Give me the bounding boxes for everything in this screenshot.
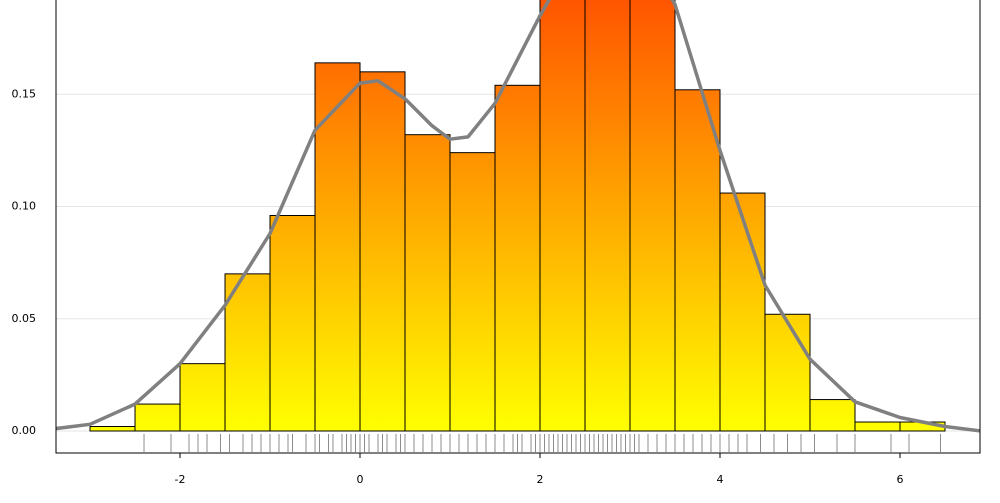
bar [494,84,541,432]
bar [809,399,856,432]
bar [674,89,721,432]
x-tick-label: 6 [896,473,903,486]
bar [179,363,226,432]
y-tick-label: 0.00 [12,424,37,437]
bar [584,0,631,432]
y-tick-label: 0.10 [12,200,37,213]
y-tick-label: 0.15 [12,87,37,100]
y-tick-label: 0.05 [12,312,37,325]
bar [449,152,496,432]
bar [269,215,316,432]
x-tick-label: -2 [175,473,186,486]
density-line [56,0,980,433]
bar [404,134,451,432]
bar [134,403,181,432]
bar [224,273,271,432]
bar [314,62,361,432]
plot-frame [55,0,981,454]
x-tick-label: 2 [537,473,544,486]
x-tick-label: 4 [716,473,723,486]
x-tick-label: 0 [357,473,364,486]
bar [89,426,136,432]
bar [854,421,901,432]
bar [539,0,586,432]
bar [629,0,676,432]
bar [764,313,811,432]
bar [719,192,766,432]
bar [359,71,406,432]
